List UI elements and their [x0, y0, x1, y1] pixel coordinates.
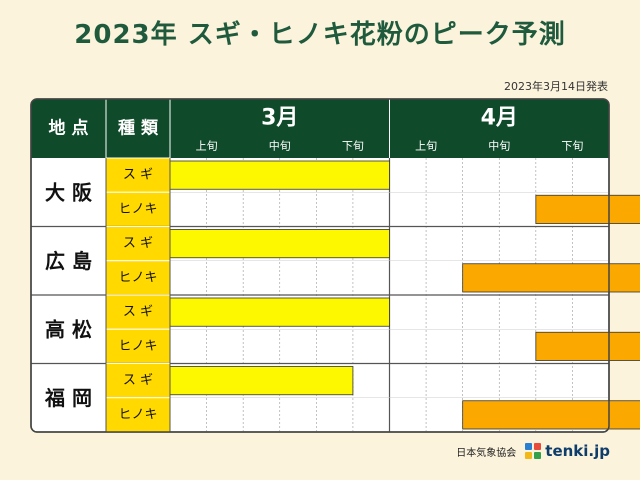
peak-bar [169, 229, 390, 259]
header-region-label: 地 点 [49, 118, 89, 139]
peak-bar [169, 160, 390, 190]
region-name: 大 阪 [45, 180, 93, 204]
chart-title: 2023年 スギ・ヒノキ花粉のピーク予測 [74, 20, 566, 50]
peak-bar [169, 297, 390, 327]
issued-date: 2023年3月14日発表 [504, 80, 608, 93]
header-background [31, 99, 609, 158]
tenki-logo-icon [525, 443, 542, 459]
tenki-logo: tenki.jp [524, 442, 610, 460]
type-label: ヒノキ [118, 407, 157, 422]
period-label: 上旬 [196, 140, 218, 153]
header-type-label: 種 類 [118, 118, 159, 139]
peak-bar [535, 331, 640, 361]
month-label: 4月 [481, 106, 518, 131]
type-label: ヒノキ [118, 202, 157, 217]
period-label: 中旬 [269, 140, 291, 153]
region-name: 広 島 [45, 249, 92, 273]
period-label: 下旬 [342, 140, 364, 153]
period-label: 中旬 [488, 140, 510, 153]
type-label: ヒノキ [118, 339, 157, 354]
peak-bar [535, 194, 640, 224]
org-name: 日本気象協会 [456, 447, 517, 459]
type-label: ス ギ [123, 373, 153, 388]
month-label: 3月 [261, 106, 298, 131]
region-name: 福 岡 [44, 386, 92, 410]
type-label: ヒノキ [118, 270, 157, 285]
type-cell [105, 294, 171, 330]
type-cell [105, 260, 171, 296]
type-cell [105, 363, 171, 399]
type-label: ス ギ [123, 305, 153, 320]
type-cell [105, 191, 171, 227]
type-cell [105, 157, 171, 193]
footer: 日本気象協会 tenki.jp [456, 442, 610, 460]
peak-bar [169, 366, 354, 396]
period-label: 下旬 [561, 140, 583, 153]
peak-bar [462, 263, 640, 293]
period-label: 上旬 [415, 140, 437, 153]
tenki-brand: tenki.jp [545, 442, 610, 460]
table-border [30, 98, 610, 433]
type-label: ス ギ [123, 168, 153, 183]
type-cell [105, 226, 171, 262]
peak-bar [462, 400, 640, 430]
type-label: ス ギ [123, 236, 153, 251]
region-name: 高 松 [45, 317, 92, 341]
